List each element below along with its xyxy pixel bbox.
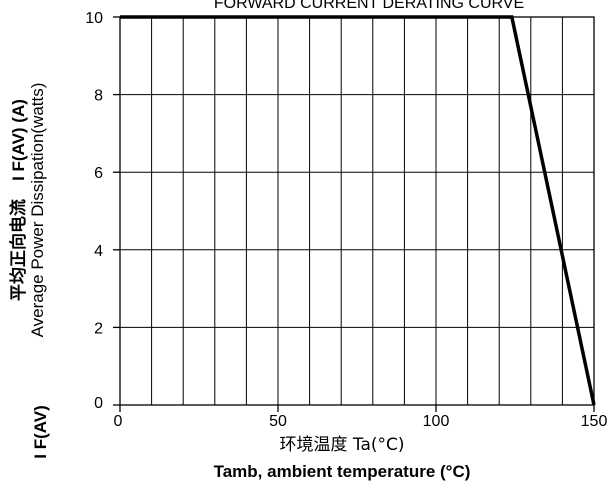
y-tick-label: 8 [94,88,103,105]
y-axis-label-cn: 平均正向电流 [8,199,29,301]
x-tick-label: 50 [269,413,287,430]
y-tick-label: 4 [94,243,103,260]
y-tick-label: 2 [94,320,103,337]
derating-curve-line [120,15,596,406]
chart-title: FORWARD CURRENT DERATING CURVE [214,0,524,12]
y-axis-label-prefix: I F(AV) [31,405,50,459]
x-tick-label: 150 [581,413,608,430]
x-tick-label: 0 [114,413,123,430]
x-axis-label-en: Tamb, ambient temperature (°C) [214,462,471,481]
y-tick-label: 10 [85,10,103,27]
y-tick-label: 6 [94,165,103,182]
y-axis-label-symbol: I F(AV) (A) [9,99,28,181]
y-axis-label-en: Average Power Dissipation(watts) [28,83,47,338]
x-axis-label-cn: 环境温度 Ta(°C) [279,435,404,455]
y-tick-label: 0 [94,395,103,412]
x-tick-label: 100 [423,413,450,430]
